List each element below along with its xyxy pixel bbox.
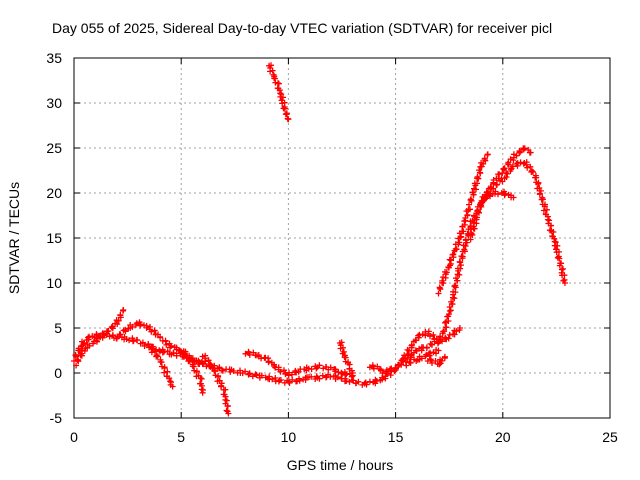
y-tick-label: 10 <box>46 275 62 291</box>
series-arc-mid <box>478 188 517 207</box>
series-markers <box>336 339 356 376</box>
series-markers <box>403 346 442 369</box>
series-drop-1 <box>146 343 176 390</box>
x-axis-label: GPS time / hours <box>287 457 394 473</box>
y-tick-label: -5 <box>50 410 63 426</box>
x-tick-label: 15 <box>388 429 404 445</box>
series-arc-high <box>266 62 292 123</box>
x-tick-label: 25 <box>602 429 618 445</box>
series-arc-upper <box>435 151 491 297</box>
series-arc-peak <box>467 145 534 243</box>
series-arc-evening-c <box>424 353 448 368</box>
y-tick-label: 35 <box>46 50 62 66</box>
y-axis-label: SDTVAR / TECUs <box>6 182 22 294</box>
series-markers <box>366 362 395 377</box>
series-markers <box>392 325 463 373</box>
series-arc-day-a <box>242 348 356 380</box>
series-markers <box>178 348 206 396</box>
series-drop-3 <box>199 352 232 417</box>
y-tick-label: 30 <box>46 95 62 111</box>
x-tick-label: 0 <box>70 429 78 445</box>
series-arc-evening <box>392 325 463 373</box>
y-tick-label: 5 <box>54 320 62 336</box>
series-arc-day-c <box>366 362 395 377</box>
y-tick-label: 20 <box>46 185 62 201</box>
series-arc-day-b <box>336 339 356 376</box>
series-arc-evening-b <box>403 346 442 369</box>
series-arc-early-2 <box>73 307 127 369</box>
series-markers <box>467 145 534 243</box>
series-markers <box>242 348 356 380</box>
series-markers <box>424 353 448 368</box>
x-tick-label: 10 <box>281 429 297 445</box>
series-drop-2 <box>178 348 206 396</box>
series-markers <box>266 62 292 123</box>
series-markers <box>478 188 517 207</box>
chart-title: Day 055 of 2025, Sidereal Day-to-day VTE… <box>52 20 552 36</box>
grid <box>74 58 610 418</box>
y-tick-label: 0 <box>54 365 62 381</box>
x-tick-label: 20 <box>495 429 511 445</box>
series-markers <box>199 352 232 417</box>
y-tick-label: 15 <box>46 230 62 246</box>
series-markers <box>435 151 491 297</box>
series-markers <box>146 343 176 390</box>
series-markers <box>73 307 127 369</box>
axis-ticks: 0 5 10 15 20 25 -5 0 5 10 15 20 25 30 35 <box>46 50 618 445</box>
x-tick-label: 5 <box>177 429 185 445</box>
data-series <box>71 62 568 417</box>
y-tick-label: 25 <box>46 140 62 156</box>
